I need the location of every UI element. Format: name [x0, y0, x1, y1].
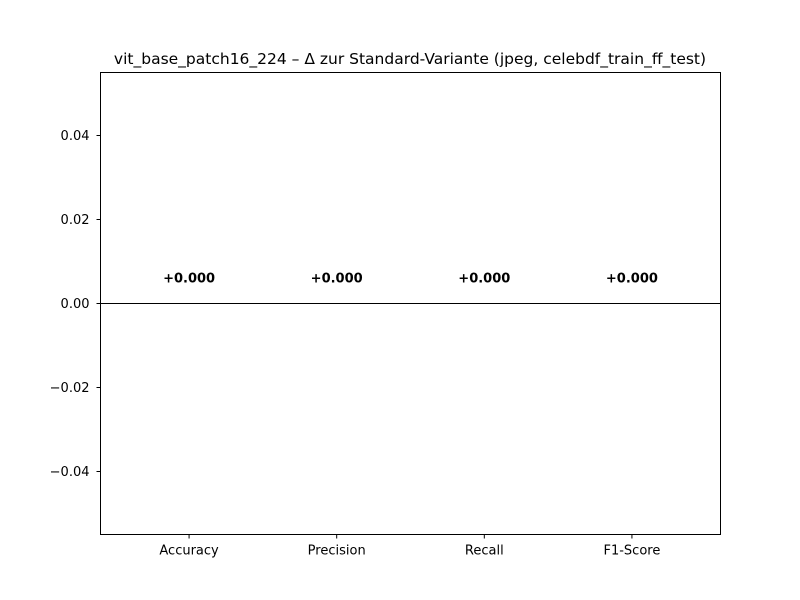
data-label: +0.000 [458, 272, 510, 287]
y-tick-label: 0.00 [61, 297, 90, 312]
x-tick-label: F1-Score [603, 544, 660, 559]
chart-title: vit_base_patch16_224 – Δ zur Standard-Va… [114, 50, 706, 69]
x-tick-label: Accuracy [159, 544, 219, 559]
y-tick-label: −0.02 [50, 381, 90, 396]
plot-area: −0.04 −0.02 0.00 0.02 0.04 Accuracy +0.000 Prec… [50, 129, 721, 559]
data-label: +0.000 [311, 272, 363, 287]
data-label: +0.000 [606, 272, 658, 287]
y-tick-label: 0.04 [61, 129, 90, 144]
y-tick-label: 0.02 [61, 213, 90, 228]
y-tick-label: −0.04 [50, 465, 90, 480]
plot-frame [100, 72, 721, 535]
x-tick-label: Recall [465, 544, 504, 559]
data-label: +0.000 [163, 272, 215, 287]
x-tick-label: Precision [308, 544, 366, 559]
